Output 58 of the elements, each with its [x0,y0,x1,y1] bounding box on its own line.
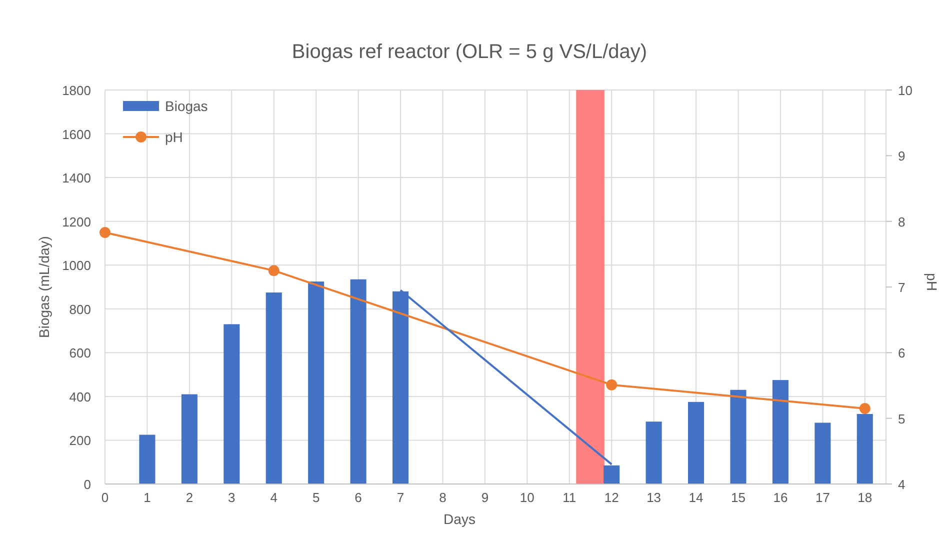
bar [856,414,873,484]
y-tick-label: 1000 [62,258,91,274]
x-tick-label: 4 [270,490,278,505]
y2-tick-label: 6 [898,346,906,361]
chart-title: Biogas ref reactor (OLR = 5 g VS/L/day) [292,41,648,63]
x-tick-label: 9 [481,490,489,505]
y-tick-label: 1800 [62,83,91,98]
x-tick-label: 7 [396,490,404,505]
y-tick-label: 200 [69,433,91,448]
point [606,379,618,390]
x-tick-label: 3 [228,490,236,505]
y-tick-label: 1400 [62,170,91,186]
y2-tick-label: 10 [898,83,912,98]
x-tick-label: 17 [815,490,830,505]
y2-tick-label: 7 [898,280,906,295]
y2-tick-label: 9 [898,148,906,164]
x-tick-label: 13 [646,490,662,505]
bar [730,390,746,484]
x-tick-label: 6 [354,490,362,505]
x-tick-label: 18 [858,490,872,505]
point [268,265,280,276]
x-tick-label: 1 [144,490,151,505]
x-tick-label: 12 [604,490,619,505]
y-tick-label: 0 [84,477,91,492]
y-tick-label: 400 [69,389,91,404]
x-tick-label: 15 [731,490,746,505]
bar [181,394,198,484]
y2-tick-label: 8 [898,214,906,230]
bar [772,380,788,484]
x-tick-label: 11 [562,490,576,505]
bar [308,282,324,484]
point [859,402,870,414]
y-tick-label: 800 [69,302,91,317]
bar [350,279,366,484]
x-tick-label: 16 [773,490,788,505]
legend-label: pH [165,129,183,145]
x-axis-title: Days [444,511,476,527]
y-tick-label: 1200 [62,214,91,230]
y2-tick-label: 5 [898,411,906,426]
x-tick-label: 5 [312,490,320,505]
legend-label: Biogas [165,98,208,114]
y-axis-title: Biogas (mL/day) [36,236,52,338]
x-tick-label: 14 [688,490,704,505]
y-tick-label: 1600 [62,126,91,142]
x-tick-label: 0 [101,490,109,505]
bar [224,324,240,484]
bar [688,402,704,484]
bar [139,434,156,484]
y2-axis-title: pH [924,273,939,291]
bar [814,422,831,484]
bar [646,422,662,484]
y-tick-label: 600 [69,346,91,361]
y2-tick-label: 4 [898,477,906,492]
x-tick-label: 2 [186,490,194,505]
x-tick-label: 8 [439,490,446,505]
bar [266,292,282,484]
x-tick-label: 10 [520,490,534,505]
point [100,226,110,238]
